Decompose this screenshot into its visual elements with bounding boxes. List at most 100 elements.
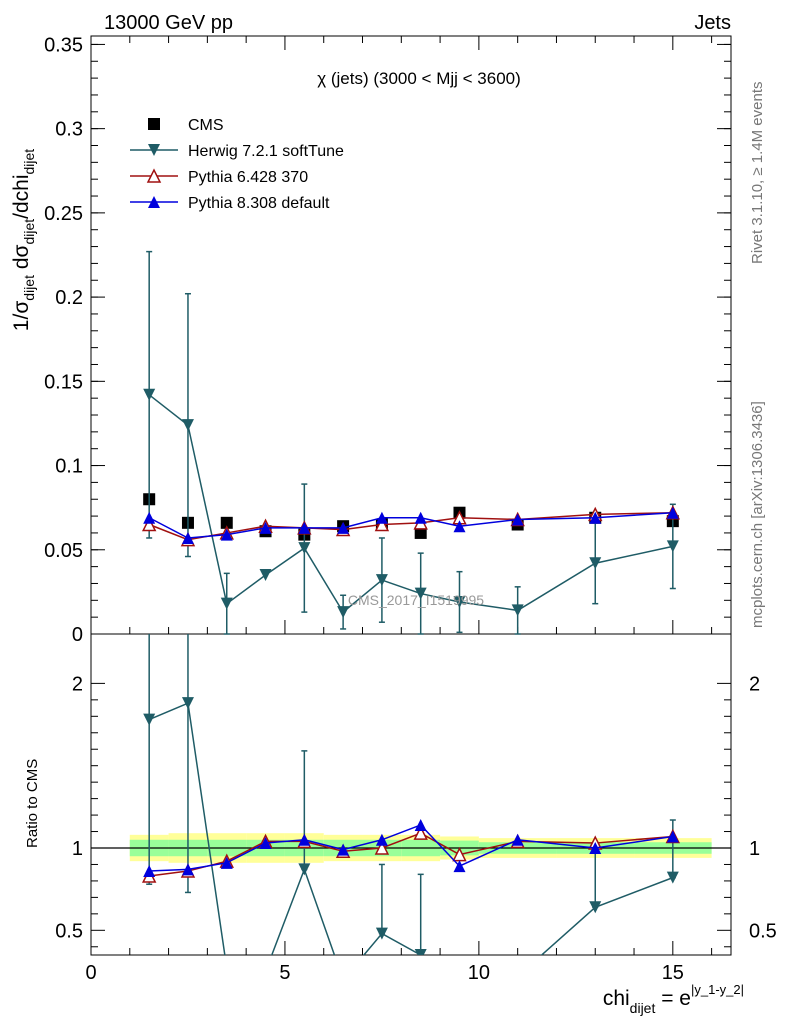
ratio-axis-ticks: 0.5 0.5 1 1 2 2 0 5 10 15: [55, 673, 777, 984]
legend-label: Herwig 7.2.1 softTune: [188, 143, 344, 160]
header-energy-label: 13000 GeV pp: [104, 12, 233, 34]
ratio-y-axis-label: Ratio to CMS: [24, 759, 41, 848]
y-tick-label: 0.35: [44, 34, 83, 56]
data-marker-triangle-down: [375, 574, 388, 587]
data-marker-triangle-up: [298, 833, 311, 846]
data-marker-triangle-up: [148, 196, 160, 208]
y-tick-label: 0.15: [44, 371, 83, 393]
ratio-y-tick-label-right: 2: [749, 673, 760, 695]
data-marker-triangle-down: [143, 713, 156, 726]
data-marker-triangle-up: [181, 863, 194, 876]
x-tick-label: 15: [662, 962, 684, 984]
data-marker-triangle-down: [220, 597, 233, 610]
main-series-layer: [141, 250, 681, 635]
y-tick-label: 0.1: [55, 456, 83, 478]
ratio-series-pythia-8-308-default: [143, 818, 679, 878]
rivet-version-label: Rivet 3.1.10, ≥ 1.4M events: [749, 82, 766, 265]
data-marker-triangle-down: [181, 697, 194, 710]
data-marker-triangle-down: [298, 542, 311, 555]
data-marker-triangle-down: [375, 927, 388, 940]
analysis-watermark: CMS_2017_I1519995: [348, 592, 484, 608]
data-marker-triangle-up: [511, 513, 524, 526]
x-axis-label: chidijet = e|y_1-y_2|: [603, 982, 744, 1016]
data-marker-triangle-up: [511, 833, 524, 846]
y-tick-label: 0.2: [55, 287, 83, 309]
data-marker-triangle-up: [666, 830, 679, 843]
ratio-series-herwig-7-2-1-softtune: [143, 634, 679, 955]
x-tick-label: 5: [279, 962, 290, 984]
main-y-axis-label: 1/σdijet dσdijet/dchidijet: [10, 149, 37, 331]
x-tick-label: 0: [85, 962, 96, 984]
ratio-y-tick-label: 2: [72, 673, 83, 695]
ratio-y-tick-label: 0.5: [55, 920, 83, 942]
data-marker-triangle-up: [375, 833, 388, 846]
data-marker-triangle-open: [374, 516, 390, 532]
data-marker-triangle-down: [589, 901, 602, 914]
legend-item: CMS: [148, 117, 224, 134]
y-tick-label: 0: [72, 624, 83, 646]
data-marker-triangle-down: [511, 604, 524, 617]
data-marker-square: [148, 118, 160, 130]
data-marker-triangle-up: [666, 506, 679, 519]
data-marker-triangle-down: [414, 587, 427, 600]
legend-item: Pythia 6.428 370: [130, 168, 308, 186]
main-axis-ticks: 0 0.05 0.1 0.15 0.2 0.25 0.3 0.35: [44, 34, 731, 646]
header-jets-label: Jets: [694, 12, 731, 34]
data-marker-triangle-down: [337, 606, 350, 619]
data-marker-triangle-up: [143, 511, 156, 524]
ratio-y-tick-label-right: 0.5: [749, 920, 777, 942]
data-marker-triangle-up: [220, 856, 233, 869]
legend-label: Pythia 6.428 370: [188, 169, 308, 186]
data-marker-triangle-down: [414, 949, 427, 955]
data-marker-triangle-down: [143, 388, 156, 401]
mcplots-label: mcplots.cern.ch [arXiv:1306.3436]: [749, 401, 766, 628]
ratio-series-line: [149, 824, 673, 872]
legend-label: CMS: [188, 117, 224, 134]
y-tick-label: 0.3: [55, 119, 83, 141]
data-marker-triangle-up: [259, 521, 272, 534]
data-marker-square: [414, 526, 427, 539]
data-marker-triangle-up: [414, 511, 427, 524]
data-marker-triangle-up: [143, 865, 156, 878]
ratio-plot-frame: [90, 633, 732, 956]
data-marker-triangle-down: [148, 144, 160, 156]
data-marker-triangle-down: [666, 540, 679, 553]
main-series-pythia-8-308-default: [143, 506, 679, 544]
x-tick-label: 10: [468, 962, 490, 984]
data-marker-triangle-open: [141, 516, 157, 532]
chart-title: χ (jets) (3000 < Mjj < 3600): [317, 69, 521, 88]
data-marker-triangle-up: [414, 818, 427, 831]
data-marker-square: [220, 516, 233, 529]
data-marker-triangle-up: [375, 511, 388, 524]
data-marker-triangle-open: [413, 825, 428, 840]
y-tick-label: 0.25: [44, 203, 83, 225]
data-marker-triangle-up: [259, 837, 272, 850]
legend-item: Herwig 7.2.1 softTune: [130, 143, 344, 160]
series-line: [148, 511, 673, 539]
ratio-y-tick-label-right: 1: [749, 838, 760, 860]
ratio-y-tick-label: 1: [72, 838, 83, 860]
data-marker-triangle-up: [298, 521, 311, 534]
data-marker-triangle-up: [337, 521, 350, 534]
legend: CMS Herwig 7.2.1 softTune Pythia 6.428 370…: [130, 117, 344, 212]
data-marker-triangle-down: [589, 557, 602, 570]
legend-label: Pythia 8.308 default: [188, 195, 330, 212]
data-marker-triangle-open: [146, 168, 162, 183]
data-marker-triangle-open: [374, 840, 390, 855]
svg-text:1/σdijet dσdijet/dchidijet: 1/σdijet dσdijet/dchidijet: [10, 149, 37, 331]
data-marker-triangle-down: [453, 595, 466, 608]
legend-item: Pythia 8.308 default: [130, 195, 330, 212]
data-marker-triangle-up: [589, 511, 602, 524]
series-line: [148, 394, 673, 614]
data-marker-triangle-up: [453, 860, 466, 873]
data-marker-triangle-up: [589, 842, 602, 854]
main-series-herwig-7-2-1-softtune: [143, 250, 679, 635]
ratio-series-layer: [141, 634, 681, 955]
y-tick-label: 0.05: [44, 540, 83, 562]
ratio-series-line: [148, 702, 674, 955]
data-marker-triangle-down: [181, 419, 194, 432]
data-marker-triangle-up: [453, 520, 466, 533]
data-marker-triangle-down: [666, 871, 679, 884]
data-marker-triangle-up: [181, 531, 194, 544]
